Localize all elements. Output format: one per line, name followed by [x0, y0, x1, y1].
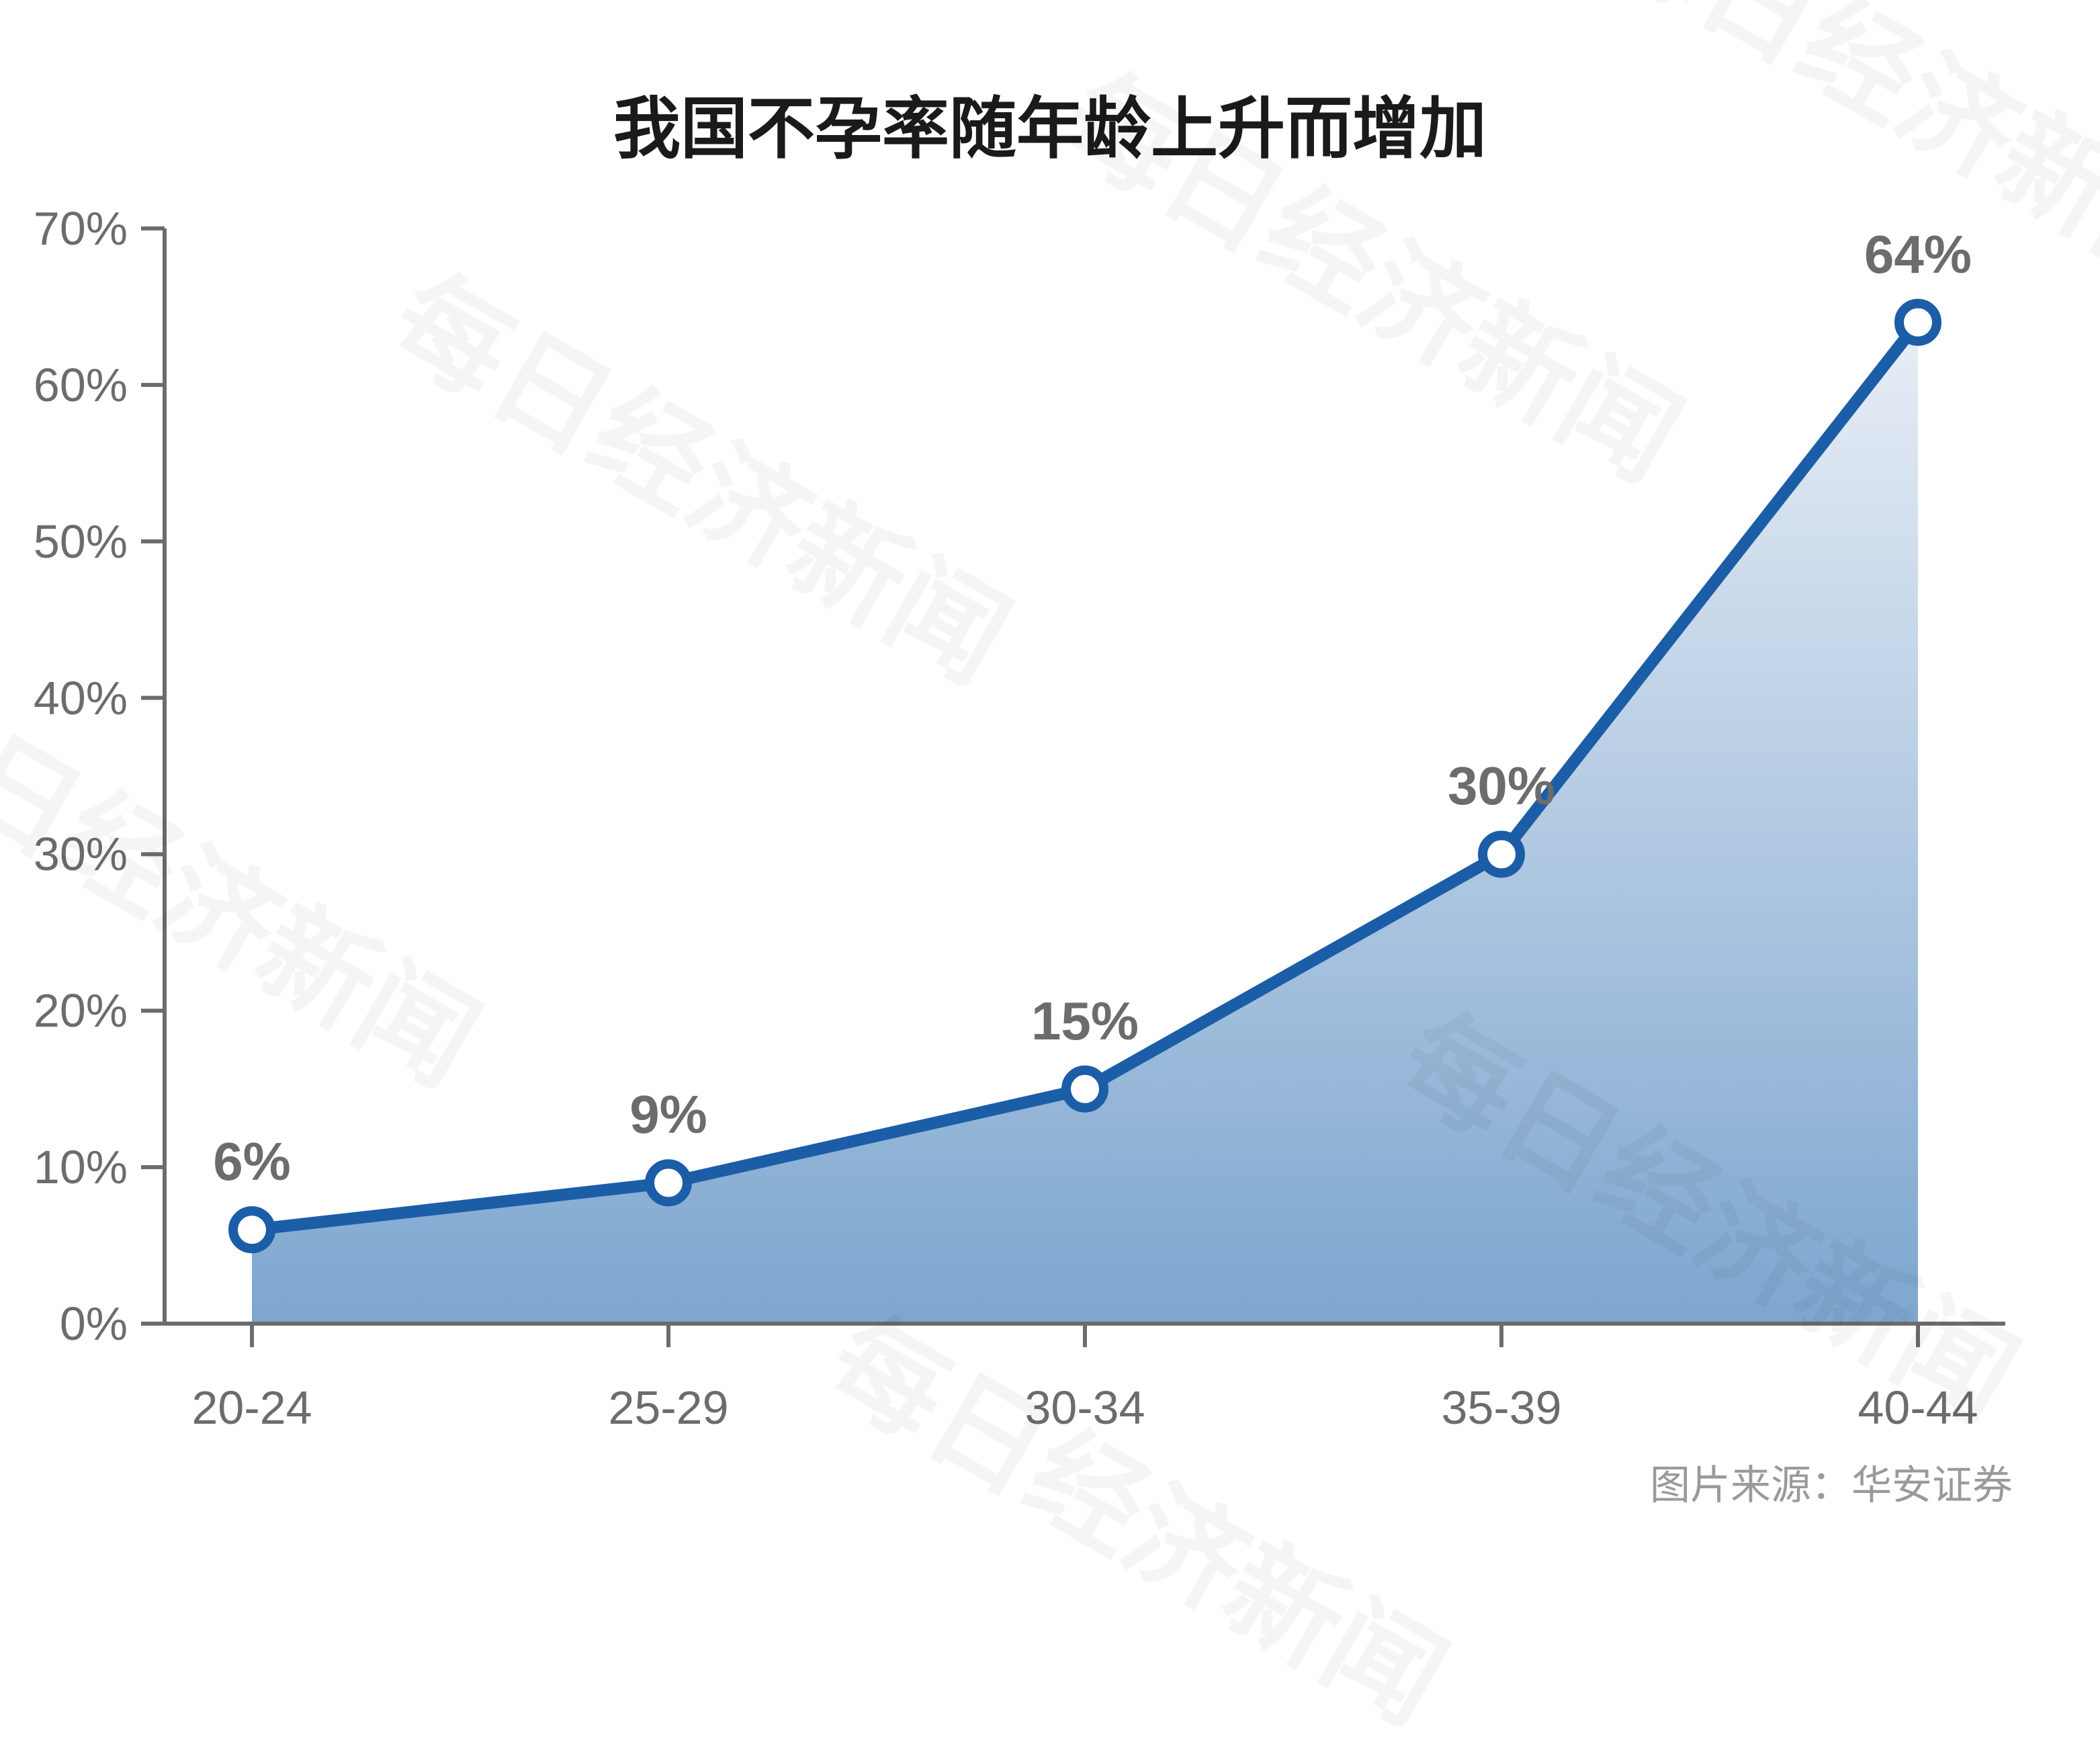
y-tick-label: 10%	[34, 1140, 128, 1194]
y-tick-label: 60%	[34, 358, 128, 412]
y-tick-label: 0%	[60, 1297, 128, 1351]
chart-svg	[111, 175, 2059, 1377]
y-tick-label: 30%	[34, 827, 128, 881]
y-tick-label: 40%	[34, 671, 128, 725]
value-label: 9%	[629, 1084, 707, 1146]
source-caption: 图片来源：华安证券	[1650, 1453, 2013, 1511]
value-label: 30%	[1448, 755, 1555, 817]
x-tick-label: 25-29	[608, 1381, 728, 1435]
x-tick-label: 40-44	[1857, 1381, 1978, 1435]
x-tick-label: 35-39	[1441, 1381, 1561, 1435]
y-tick-label: 20%	[34, 984, 128, 1037]
y-tick-label: 70%	[34, 202, 128, 255]
chart-container: 我国不孕率随年龄上升而增加 0%10%20%30%40%50%60%70%20-…	[0, 0, 2100, 1558]
x-tick-label: 20-24	[191, 1381, 312, 1435]
x-tick-label: 30-34	[1024, 1381, 1145, 1435]
value-label: 6%	[213, 1131, 291, 1193]
value-label: 64%	[1864, 224, 1972, 286]
plot-area: 0%10%20%30%40%50%60%70%20-2425-2930-3435…	[165, 228, 2005, 1324]
value-label: 15%	[1031, 990, 1139, 1052]
y-tick-label: 50%	[34, 515, 128, 568]
chart-title: 我国不孕率随年龄上升而增加	[0, 74, 2100, 171]
